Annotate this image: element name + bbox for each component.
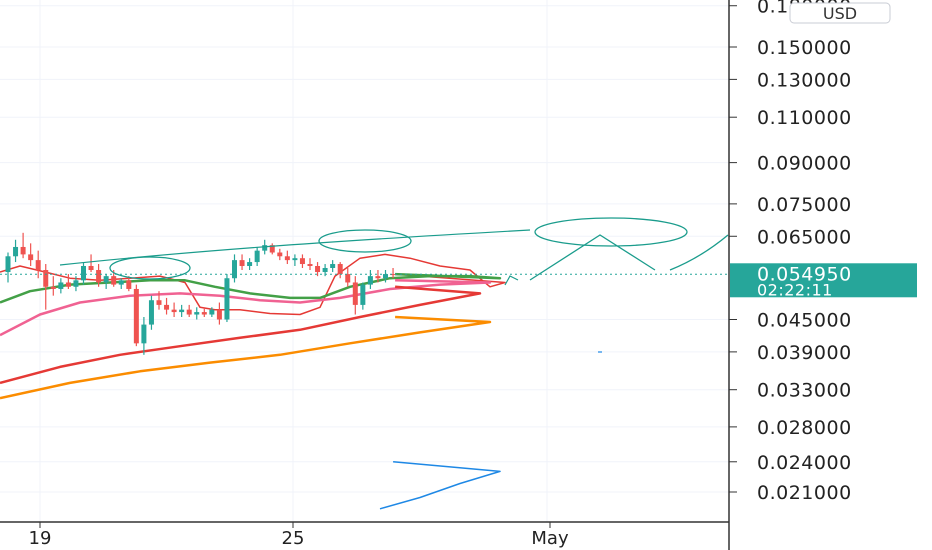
candle-body — [345, 274, 351, 283]
ma-orange-line — [0, 315, 492, 400]
candle-body — [330, 264, 336, 268]
candle-body — [50, 286, 56, 289]
y-tick-label: 0.045000 — [757, 310, 852, 332]
projection-path — [669, 234, 729, 271]
candle-body — [383, 274, 388, 279]
ma-pink-line — [0, 279, 492, 337]
ma-blue-line — [379, 461, 501, 510]
candle-body — [156, 300, 162, 305]
candle-body — [103, 276, 109, 283]
candle-body — [254, 250, 260, 263]
ma-fast-line — [0, 253, 506, 316]
candle-body — [96, 270, 102, 283]
candle-body — [322, 267, 328, 273]
candle-body — [352, 282, 358, 305]
y-tick-label: 0.075000 — [757, 194, 852, 216]
candle-body — [269, 245, 275, 253]
candle-body — [164, 304, 170, 310]
candle-body — [148, 300, 154, 325]
candle-body — [179, 309, 185, 313]
candle-body — [277, 252, 283, 257]
candle-body — [307, 264, 313, 266]
candle-body — [13, 246, 19, 257]
candle-body — [201, 312, 207, 315]
y-tick-label: 0.033000 — [757, 380, 852, 402]
candle-body — [186, 309, 192, 315]
candle-body — [292, 258, 298, 261]
current-price-tag — [730, 263, 917, 298]
candle-body — [111, 276, 117, 285]
candle-body — [367, 276, 373, 285]
candle-body — [284, 256, 290, 261]
candle-body — [375, 276, 381, 279]
y-tick-label: 0.024000 — [757, 452, 852, 474]
candle-body — [126, 280, 132, 289]
candle-body — [171, 309, 177, 313]
candle-body — [232, 260, 237, 279]
time-axis: 19 25 May — [0, 521, 729, 549]
trend-curve — [59, 229, 531, 266]
chart-grid — [0, 0, 729, 522]
circle-annotation — [109, 256, 191, 280]
wave-mark — [504, 275, 519, 286]
circle-annotation — [534, 217, 688, 247]
candle-body — [239, 260, 245, 266]
candle-body — [81, 265, 86, 281]
candle-body — [43, 270, 49, 287]
currency-label: USD — [823, 4, 857, 23]
ma-green-line — [0, 272, 502, 304]
y-tick-label: 0.110000 — [757, 107, 852, 129]
candle-body — [35, 260, 41, 271]
candle-body — [315, 265, 321, 273]
candle-body — [20, 246, 26, 255]
currency-badge — [789, 2, 891, 24]
y-tick-label: 0.028000 — [757, 417, 852, 439]
y-tick-label: 0.150000 — [757, 37, 852, 59]
countdown-label: 02:22:11 — [757, 280, 833, 299]
price-axis: 0.1800000.1500000.1300000.1100000.090000… — [728, 0, 891, 550]
y-tick-label: 0.039000 — [757, 342, 852, 364]
candle-body — [118, 280, 124, 285]
candle-body — [141, 324, 147, 344]
x-tick-label: 19 — [29, 528, 52, 549]
y-tick-label: 0.065000 — [757, 226, 852, 248]
candle-body — [58, 282, 64, 289]
circle-annotation — [318, 229, 412, 253]
projection-path — [529, 234, 656, 281]
current-price-label: 0.054950 — [757, 263, 852, 285]
x-tick-label: 25 — [282, 528, 305, 549]
candle-body — [337, 264, 343, 275]
candle-body — [194, 312, 200, 315]
candle-body — [65, 282, 71, 287]
candle-body — [209, 309, 215, 315]
candle-body — [360, 284, 366, 305]
candle-body — [390, 274, 396, 276]
candle-body — [299, 258, 305, 265]
y-tick-label: 0.130000 — [757, 69, 852, 91]
trend-drawings — [59, 217, 729, 353]
candle-body — [247, 262, 253, 266]
candle-body — [216, 309, 222, 320]
x-tick-label: May — [531, 528, 569, 549]
candle-body — [28, 254, 34, 261]
candle-body — [262, 245, 268, 251]
candle-body — [5, 256, 11, 273]
ma-red-line — [0, 285, 482, 385]
candle-body — [73, 280, 79, 287]
y-tick-label: 0.090000 — [757, 153, 852, 175]
candle-body — [224, 278, 230, 320]
candle-body — [133, 288, 139, 344]
candle-body — [88, 265, 94, 271]
y-tick-label: 0.021000 — [757, 482, 852, 504]
moving-averages — [0, 253, 506, 510]
